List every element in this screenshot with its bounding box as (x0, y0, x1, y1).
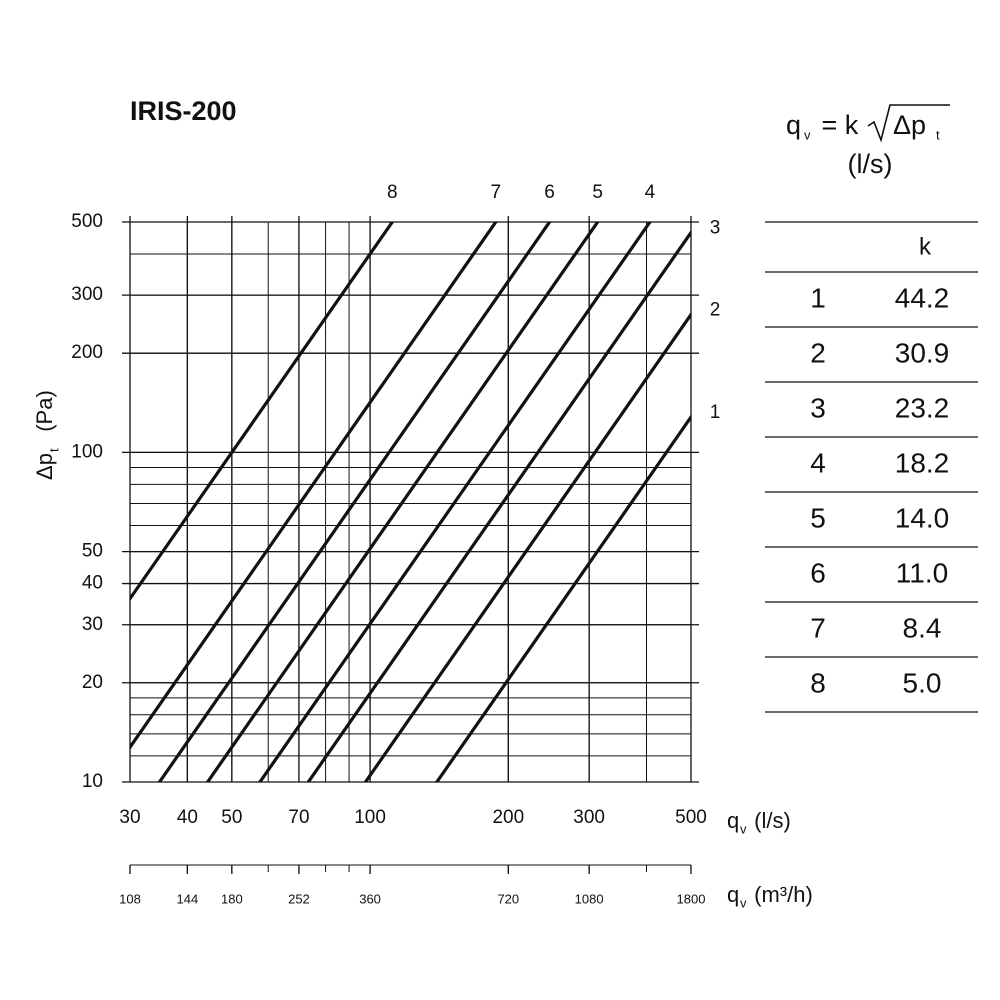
formula-unit: (l/s) (848, 149, 893, 179)
table-k: 14.0 (895, 502, 950, 533)
y-tick-label: 10 (82, 771, 103, 792)
y-tick-label: 20 (82, 672, 103, 693)
line-label: 1 (710, 402, 721, 423)
x-axis-label: q v (l/s) (727, 808, 791, 837)
y-tick-label: 500 (71, 211, 103, 232)
table-k: 18.2 (895, 447, 950, 478)
x2-label-sub: v (740, 895, 747, 910)
line-label: 8 (387, 182, 398, 203)
y-tick-label: 50 (82, 541, 103, 562)
table-k: 30.9 (895, 337, 950, 368)
table-k: 8.4 (903, 612, 942, 643)
x-tick-label: 100 (354, 807, 386, 828)
table-index: 2 (810, 337, 826, 368)
k-line (130, 222, 395, 602)
k-line (257, 222, 652, 782)
line-label: 4 (645, 182, 656, 203)
table-k: 23.2 (895, 392, 950, 423)
formula-radicand: Δp (893, 110, 926, 140)
x2-tick-label: 1800 (677, 891, 706, 906)
y-tick-label: 30 (82, 614, 103, 635)
table-index: 8 (810, 667, 826, 698)
y-tick-label: 200 (71, 342, 103, 363)
y-tick-label: 300 (71, 284, 103, 305)
k-line (363, 311, 691, 782)
formula-lhs: q (786, 110, 801, 140)
formula-radicand-sub: t (936, 127, 940, 142)
line-label: 3 (710, 218, 721, 239)
x-tick-label: 300 (573, 807, 605, 828)
x-tick-label: 40 (177, 807, 198, 828)
k-line (205, 222, 600, 782)
x2-tick-label: 720 (497, 891, 519, 906)
table-index: 4 (810, 447, 826, 478)
x-tick-label: 70 (288, 807, 309, 828)
y-label-sub: t (46, 448, 61, 452)
table-index: 5 (810, 502, 826, 533)
k-line (130, 222, 498, 750)
sqrt-sign (867, 104, 950, 143)
line-label: 5 (592, 182, 603, 203)
k-line (306, 229, 691, 782)
k-line (157, 222, 552, 782)
y-label-symbol: Δp (32, 453, 57, 480)
line-label: 7 (490, 182, 501, 203)
x2-label-symbol: q (727, 882, 739, 907)
x2-tick-label: 180 (221, 891, 243, 906)
table-index: 6 (810, 557, 826, 588)
table-index: 3 (810, 392, 826, 423)
plot-lines (130, 222, 691, 782)
x-label-unit: (l/s) (748, 808, 791, 833)
x2-tick-label: 360 (359, 891, 381, 906)
line-label: 2 (710, 300, 721, 321)
y-axis-label: Δp t (Pa) (32, 390, 62, 480)
x2-tick-label: 1080 (575, 891, 604, 906)
x-label-sub: v (740, 821, 747, 836)
chart-title: IRIS-200 (130, 96, 237, 126)
x-label-symbol: q (727, 808, 739, 833)
x2-label-unit: (m³/h) (748, 882, 813, 907)
x2-tick-label: 144 (177, 891, 199, 906)
line-label: 6 (544, 182, 555, 203)
table-k: 11.0 (896, 557, 948, 588)
x-tick-label: 500 (675, 807, 707, 828)
x2-tick-label: 252 (288, 891, 310, 906)
x-tick-label: 200 (492, 807, 524, 828)
formula: q v = k Δp t (l/s) (786, 104, 950, 179)
y-label-unit: (Pa) (32, 390, 57, 444)
formula-lhs-sub: v (804, 127, 811, 142)
table-k: 5.0 (903, 667, 942, 698)
table-header: k (919, 233, 932, 260)
formula-mid: = k (814, 110, 859, 140)
table-index: 7 (810, 612, 826, 643)
table-k: 44.2 (895, 282, 950, 313)
y-tick-label: 100 (71, 441, 103, 462)
k-line (434, 414, 691, 782)
x2-axis-label: q v (m³/h) (727, 882, 813, 911)
x-tick-label: 50 (221, 807, 242, 828)
x-tick-label: 30 (119, 807, 140, 828)
x2-tick-label: 108 (119, 891, 141, 906)
table-index: 1 (810, 282, 826, 313)
y-tick-label: 40 (82, 573, 103, 594)
